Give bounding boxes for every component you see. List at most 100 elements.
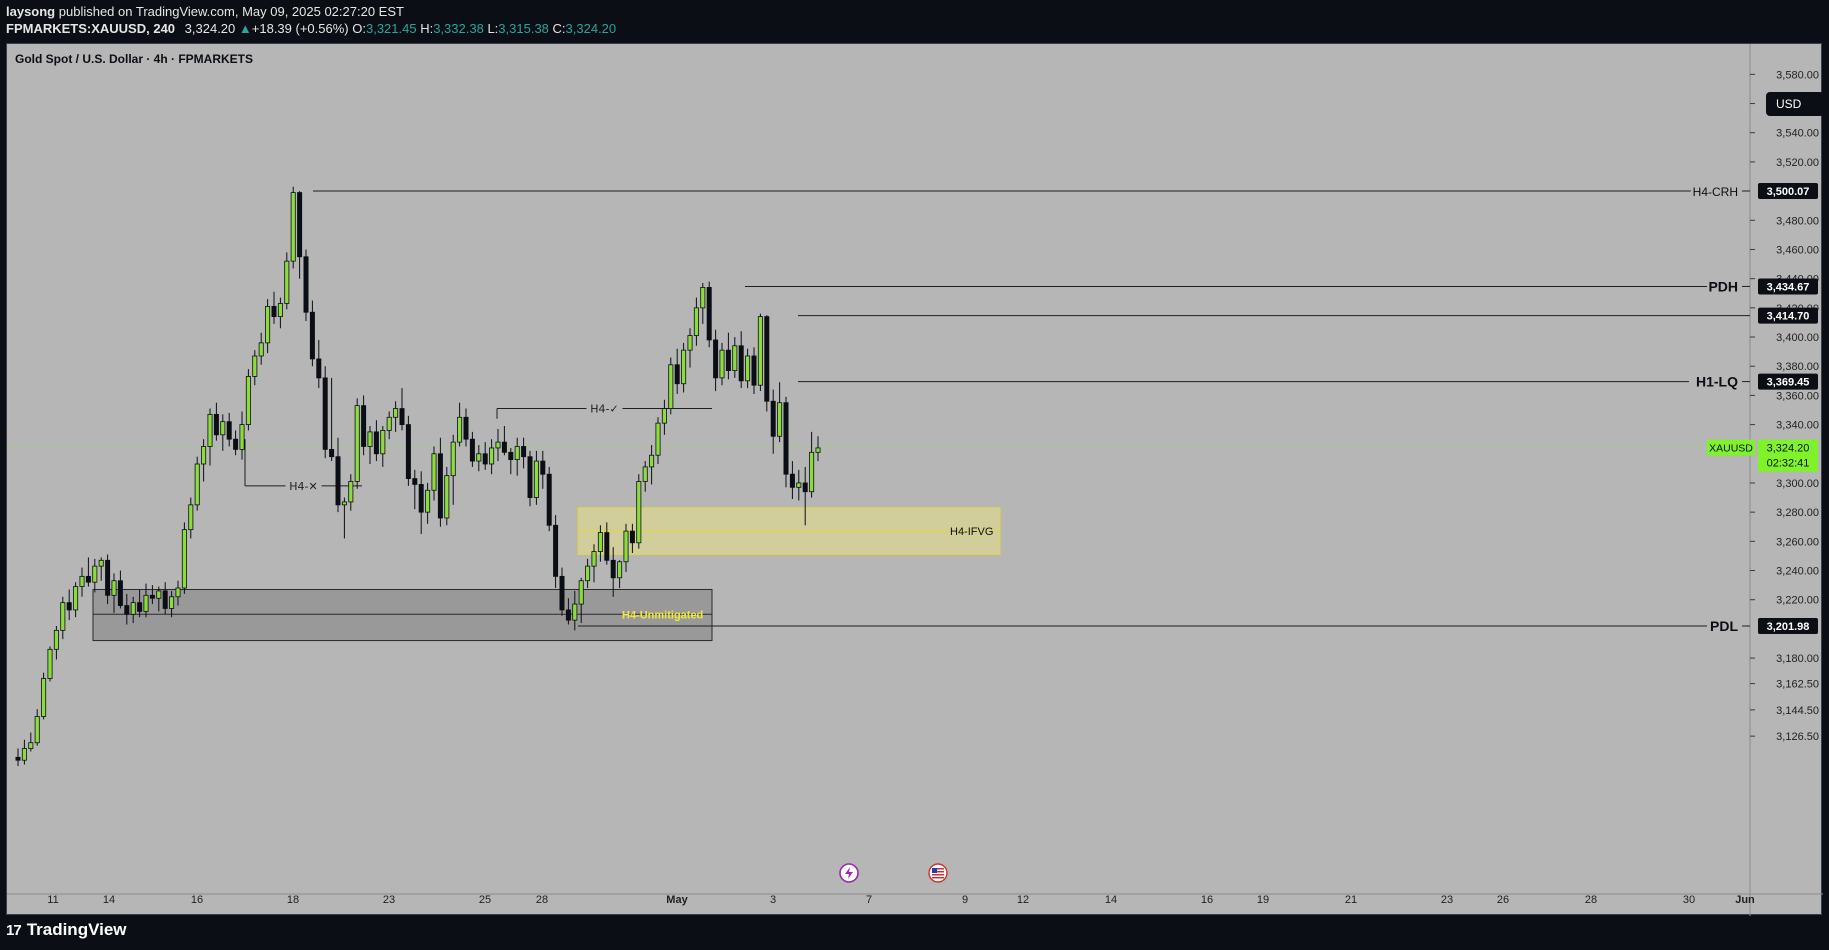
candle xyxy=(175,580,181,606)
currency-button[interactable]: USD xyxy=(1766,92,1824,116)
candle-body xyxy=(271,305,277,318)
candle xyxy=(233,430,239,456)
chart-pane[interactable]: Gold Spot / U.S. Dollar · 4h · FPMARKETS… xyxy=(6,43,1824,916)
candle-body xyxy=(655,422,661,456)
price-tag-bg xyxy=(1758,618,1818,634)
candle xyxy=(681,342,687,393)
candle-body xyxy=(143,594,149,612)
candle-body xyxy=(105,559,111,596)
candle-body xyxy=(207,413,213,447)
candle-body xyxy=(649,454,655,468)
candle-body xyxy=(188,504,194,531)
y-tick-label: 3,480.00 xyxy=(1776,215,1819,227)
candle xyxy=(661,399,667,435)
candle xyxy=(341,497,347,539)
candle-body xyxy=(85,575,91,583)
candle xyxy=(623,523,629,572)
candle-body xyxy=(149,594,155,599)
candle xyxy=(565,598,571,625)
candle-body xyxy=(111,580,117,596)
candle xyxy=(649,445,655,485)
tradingview-mark-icon: 17 xyxy=(6,921,22,939)
candle-body xyxy=(764,316,770,402)
publisher-line: laysong published on TradingView.com, Ma… xyxy=(6,4,404,19)
us-flag-event-icon[interactable] xyxy=(928,863,948,883)
candle xyxy=(482,442,488,470)
candle xyxy=(361,395,367,456)
low-value: 3,315.38 xyxy=(498,21,549,36)
open-value: 3,321.45 xyxy=(365,21,417,36)
candle-body xyxy=(245,376,251,425)
candle xyxy=(604,522,610,565)
x-tick-label: 3 xyxy=(770,894,776,906)
candle xyxy=(431,446,437,501)
candle-body xyxy=(546,473,552,526)
y-tick-label: 3,360.00 xyxy=(1776,390,1819,402)
candle xyxy=(111,573,117,613)
candle xyxy=(809,431,815,498)
candle xyxy=(553,515,559,589)
candle-body xyxy=(53,629,59,650)
candle-body xyxy=(316,358,322,379)
candle xyxy=(105,554,111,605)
candle-body xyxy=(687,335,693,351)
candle xyxy=(572,590,578,631)
candle xyxy=(213,402,219,441)
candle-body xyxy=(463,416,469,440)
candle-body xyxy=(329,448,335,458)
candle xyxy=(508,447,514,475)
candle-body xyxy=(770,400,776,437)
candle-body xyxy=(373,431,379,455)
flag-circle xyxy=(928,863,948,883)
price-tag-bg xyxy=(1758,183,1818,199)
candle xyxy=(719,342,725,386)
candle xyxy=(348,474,354,511)
candle-body xyxy=(226,421,232,440)
last-price-header: 3,324.20 xyxy=(184,21,236,36)
candle xyxy=(399,388,405,431)
price-chart[interactable]: Gold Spot / U.S. Dollar · 4h · FPMARKETS… xyxy=(7,44,1823,916)
candle-body xyxy=(335,456,341,506)
candle xyxy=(457,402,463,447)
candle xyxy=(412,469,418,510)
candle xyxy=(117,570,123,609)
candle xyxy=(642,461,648,492)
candle-body xyxy=(156,590,162,599)
tradingview-logo[interactable]: 17 TradingView xyxy=(6,920,127,940)
unmitigated-zone xyxy=(92,588,713,642)
h4-cross-label-bg xyxy=(285,477,322,493)
candle-body xyxy=(725,349,731,371)
flag-canton xyxy=(932,868,937,873)
tradingview-brand-text: TradingView xyxy=(26,920,127,939)
x-tick-label: 11 xyxy=(47,894,58,906)
candle-body xyxy=(354,405,360,482)
publisher-name[interactable]: laysong xyxy=(6,4,56,19)
candle-body xyxy=(501,441,507,453)
candle xyxy=(143,583,149,618)
candle-body xyxy=(629,530,635,544)
last-price-symbol-bg xyxy=(1707,439,1755,456)
lightning-event-icon[interactable] xyxy=(839,863,859,883)
candle-body xyxy=(252,355,258,377)
candle-body xyxy=(783,402,789,475)
candle-body xyxy=(591,551,597,567)
candle xyxy=(540,450,546,489)
candle-body xyxy=(719,349,725,379)
y-tick-label: 3,144.50 xyxy=(1776,705,1819,717)
flag-stripe xyxy=(932,871,944,873)
candle xyxy=(239,411,245,460)
candle xyxy=(303,249,309,321)
candle xyxy=(501,426,507,456)
candle xyxy=(367,426,373,464)
candle xyxy=(469,431,475,467)
candle-body xyxy=(239,424,245,450)
candle xyxy=(53,625,59,660)
candle-body xyxy=(802,482,808,493)
candle xyxy=(732,337,738,378)
candle-body xyxy=(233,438,239,450)
candle-body xyxy=(169,596,175,609)
candle-body xyxy=(745,355,751,382)
candle xyxy=(386,411,392,440)
ifvg-label: H4-IFVG xyxy=(950,526,993,538)
level-label-pdh: PDH xyxy=(1708,278,1738,294)
